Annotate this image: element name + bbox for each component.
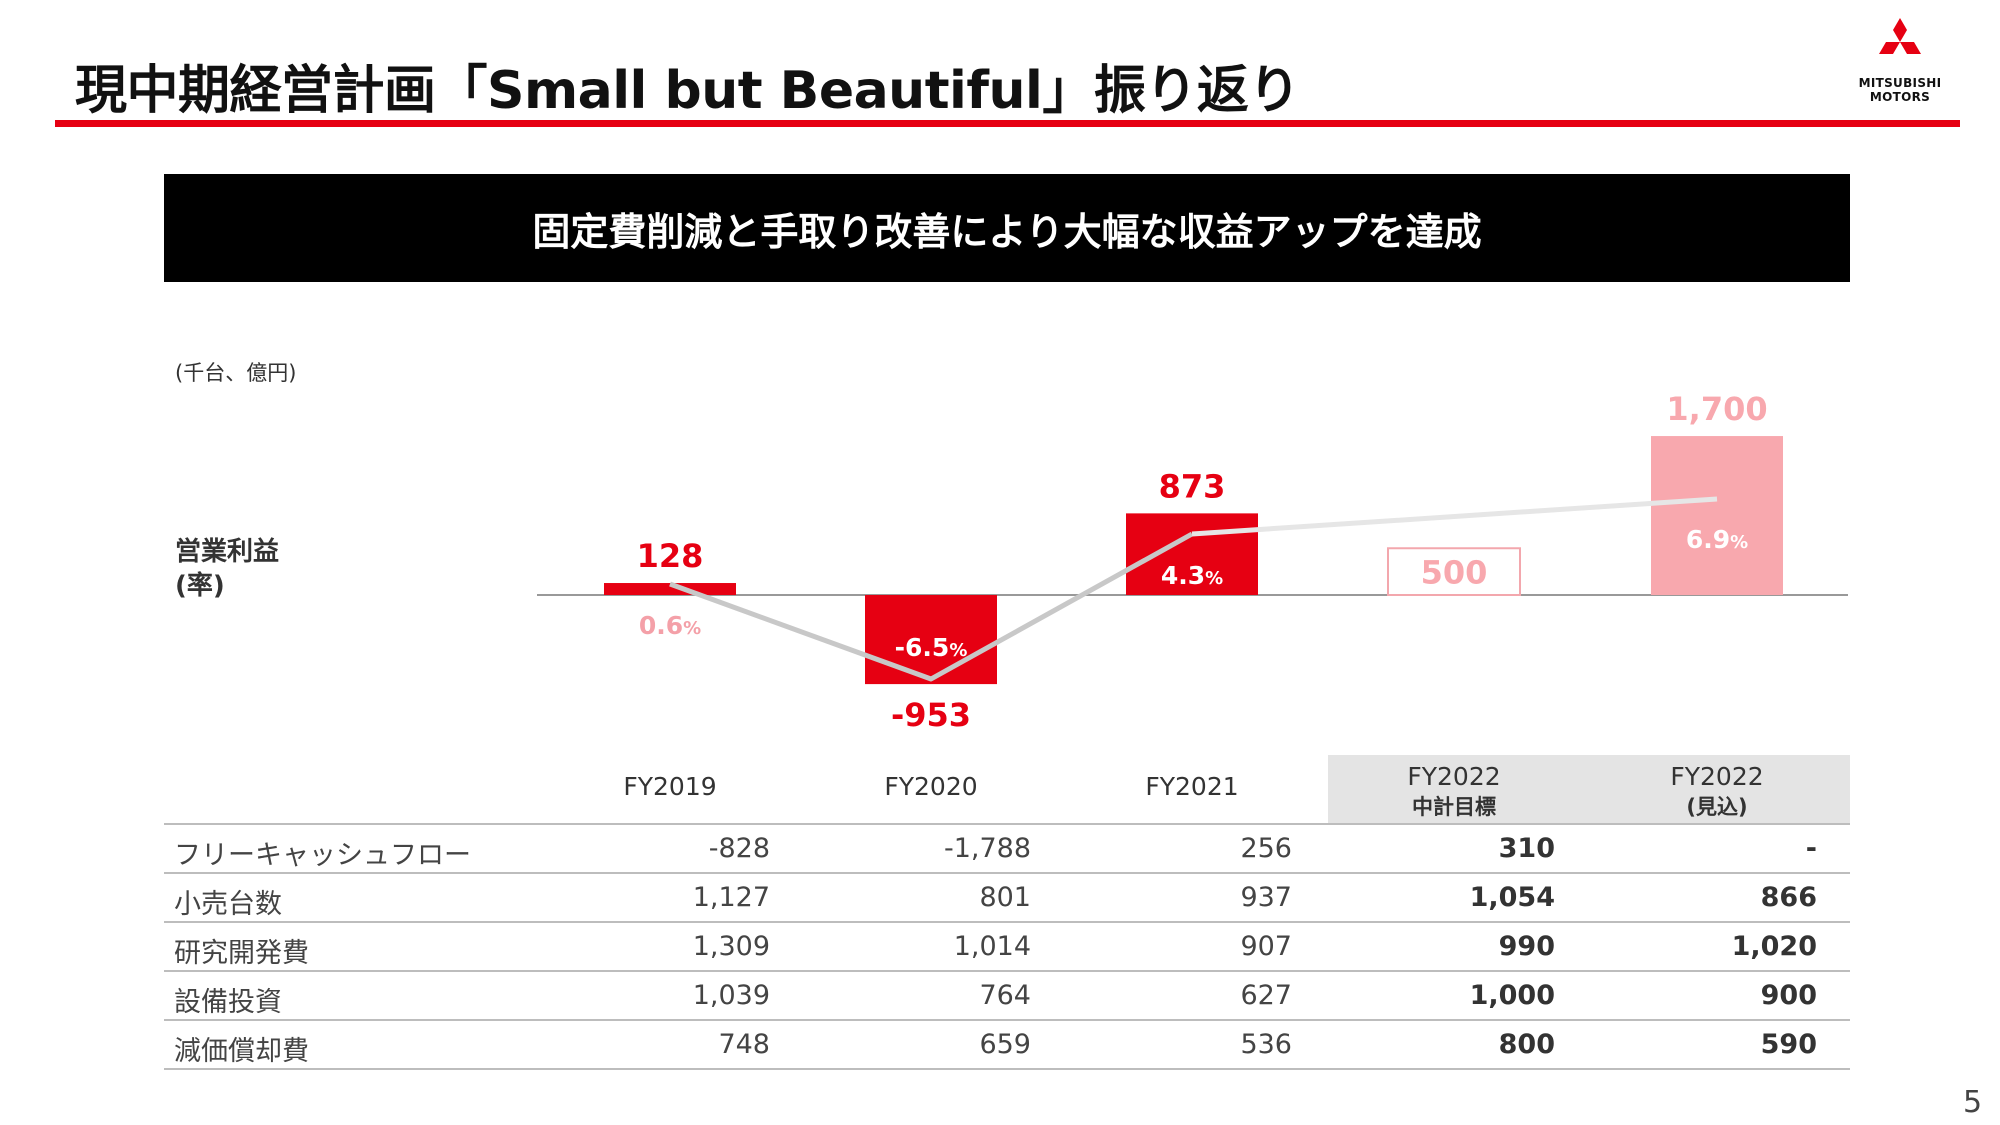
table-cell: 536	[1240, 1029, 1292, 1060]
table-cell: 1,000	[1469, 980, 1555, 1011]
table-cell: 748	[718, 1029, 770, 1060]
three-diamonds-icon	[1879, 18, 1921, 54]
table-cell: 1,127	[692, 882, 770, 913]
row-label: 小売台数	[174, 889, 282, 920]
logo-text: MITSUBISHI MOTORS	[1855, 76, 1945, 104]
table-cell: 1,054	[1469, 882, 1555, 913]
column-header-2: FY2021	[1061, 772, 1323, 801]
table-cell: 1,039	[692, 980, 770, 1011]
table-cell: 801	[979, 882, 1031, 913]
row-label: 設備投資	[174, 987, 282, 1018]
column-header-sub: 中計目標	[1412, 795, 1496, 819]
table-cell: -1,788	[943, 833, 1031, 864]
column-header-year: FY2021	[1145, 772, 1239, 801]
title-underline	[55, 120, 1960, 127]
headline-banner: 固定費削減と手取り改善により大幅な収益アップを達成	[164, 174, 1850, 282]
column-header-year: FY2022	[1407, 762, 1501, 791]
table-row: フリーキャッシュフロー -828 -1,788 256 310 -	[164, 825, 1850, 874]
value-label-1: -953	[891, 696, 971, 734]
page-number: 5	[1963, 1085, 1983, 1120]
company-logo: MITSUBISHI MOTORS	[1855, 18, 1945, 108]
table-cell: 937	[1240, 882, 1292, 913]
bar-3	[1387, 547, 1521, 596]
margin-line-forecast	[1191, 496, 1718, 537]
table-row: 小売台数 1,127 801 937 1,054 866	[164, 874, 1850, 923]
column-header-year: FY2022	[1670, 762, 1764, 791]
margin-label-0: 0.6%	[639, 611, 701, 640]
column-header-1: FY2020	[800, 772, 1062, 801]
value-label-4: 1,700	[1666, 390, 1767, 428]
column-header-year: FY2020	[884, 772, 978, 801]
column-header-4: FY2022 (見込)	[1586, 762, 1848, 821]
margin-label-1: -6.5%	[895, 633, 968, 662]
bar-4	[1651, 436, 1783, 595]
table-cell: 627	[1240, 980, 1292, 1011]
table-cell: 1,020	[1731, 931, 1817, 962]
table-cell: 659	[979, 1029, 1031, 1060]
column-header-year: FY2019	[623, 772, 717, 801]
column-header-3: FY2022 中計目標	[1323, 762, 1585, 821]
row-label: 研究開発費	[174, 938, 309, 969]
bar-0	[604, 583, 736, 595]
table-row-divider	[164, 872, 1850, 874]
table-cell: -	[1805, 833, 1817, 864]
value-label-0: 128	[637, 537, 704, 575]
table-cell: 764	[979, 980, 1031, 1011]
bar-1	[865, 595, 997, 685]
value-label-2: 873	[1159, 467, 1226, 505]
table-cell: 310	[1498, 833, 1555, 864]
page-title: 現中期経営計画「Small but Beautiful」振り返り	[75, 61, 1300, 121]
bar-2	[1126, 513, 1258, 595]
table-cell: 1,014	[953, 931, 1031, 962]
table-cell: -828	[708, 833, 770, 864]
column-header-sub: (見込)	[1686, 795, 1748, 819]
table-row: 設備投資 1,039 764 627 1,000 900	[164, 972, 1850, 1021]
table-cell: 866	[1760, 882, 1817, 913]
table-row-divider	[164, 1068, 1850, 1070]
value-label-3: 500	[1421, 554, 1488, 592]
table-cell: 590	[1760, 1029, 1817, 1060]
y-label-line1: 営業利益	[175, 537, 280, 567]
column-header-0: FY2019	[539, 772, 801, 801]
fy2022-header-shade	[1328, 755, 1850, 825]
table-row-divider	[164, 970, 1850, 972]
table-cell: 990	[1498, 931, 1555, 962]
table-cell: 907	[1240, 931, 1292, 962]
table-row-divider	[164, 1019, 1850, 1021]
table-cell: 900	[1760, 980, 1817, 1011]
y-axis-label: 営業利益 (率)	[175, 535, 279, 603]
row-label: 減価償却費	[174, 1036, 309, 1067]
y-label-line2: (率)	[175, 571, 225, 601]
unit-label: (千台、億円)	[175, 361, 297, 385]
logo-line1: MITSUBISHI	[1858, 76, 1942, 90]
table-row-divider	[164, 823, 1850, 825]
table-row: 減価償却費 748 659 536 800 590	[164, 1021, 1850, 1070]
logo-line2: MOTORS	[1869, 90, 1931, 104]
table-cell: 800	[1498, 1029, 1555, 1060]
table-cell: 256	[1240, 833, 1292, 864]
table-row: 研究開発費 1,309 1,014 907 990 1,020	[164, 923, 1850, 972]
table-cell: 1,309	[692, 931, 770, 962]
table-row-divider	[164, 921, 1850, 923]
margin-line	[669, 531, 1194, 682]
row-label: フリーキャッシュフロー	[174, 840, 471, 871]
